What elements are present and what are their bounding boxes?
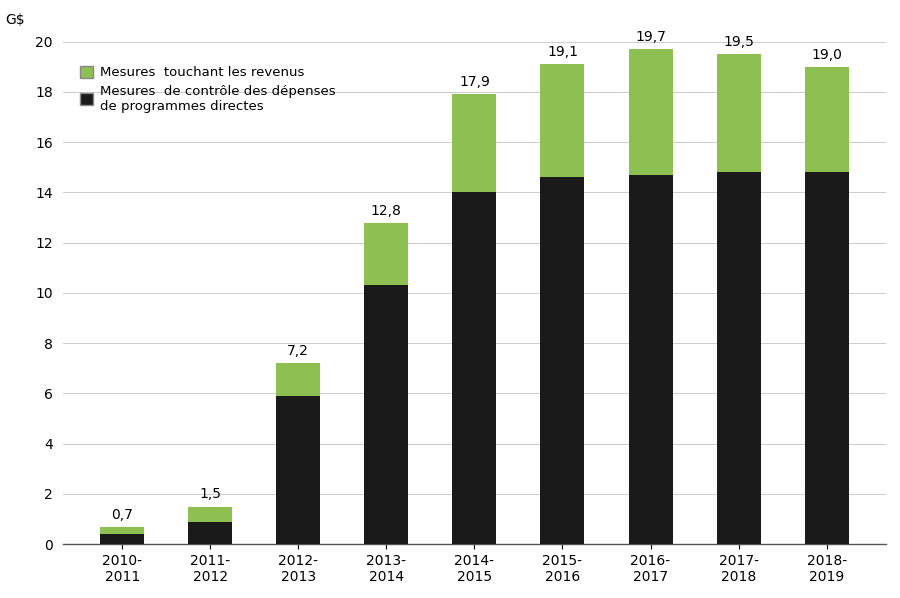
Text: 19,0: 19,0 [811, 48, 842, 62]
Bar [188, 521, 232, 544]
Bar [805, 172, 849, 544]
Text: 17,9: 17,9 [459, 75, 490, 90]
Text: 19,7: 19,7 [635, 30, 666, 44]
Bar [100, 534, 144, 544]
Text: 1,5: 1,5 [199, 487, 221, 502]
Text: 7,2: 7,2 [287, 344, 310, 358]
Bar [188, 507, 232, 521]
Legend: Mesures  touchant les revenus, Mesures  de contrôle des dépenses
de programmes d: Mesures touchant les revenus, Mesures de… [75, 61, 341, 118]
Bar [628, 49, 672, 175]
Text: 12,8: 12,8 [371, 203, 401, 218]
Bar [541, 178, 584, 544]
Text: 0,7: 0,7 [112, 508, 133, 521]
Bar [628, 175, 672, 544]
Bar [716, 54, 760, 172]
Bar [541, 65, 584, 178]
Bar [453, 94, 497, 193]
Text: G$: G$ [5, 13, 24, 27]
Text: 19,5: 19,5 [724, 35, 754, 49]
Bar [364, 222, 409, 285]
Bar [716, 172, 760, 544]
Bar [276, 364, 320, 396]
Bar [100, 527, 144, 534]
Bar [453, 193, 497, 544]
Bar [364, 285, 409, 544]
Bar [276, 396, 320, 544]
Text: 19,1: 19,1 [547, 45, 578, 59]
Bar [805, 67, 849, 172]
